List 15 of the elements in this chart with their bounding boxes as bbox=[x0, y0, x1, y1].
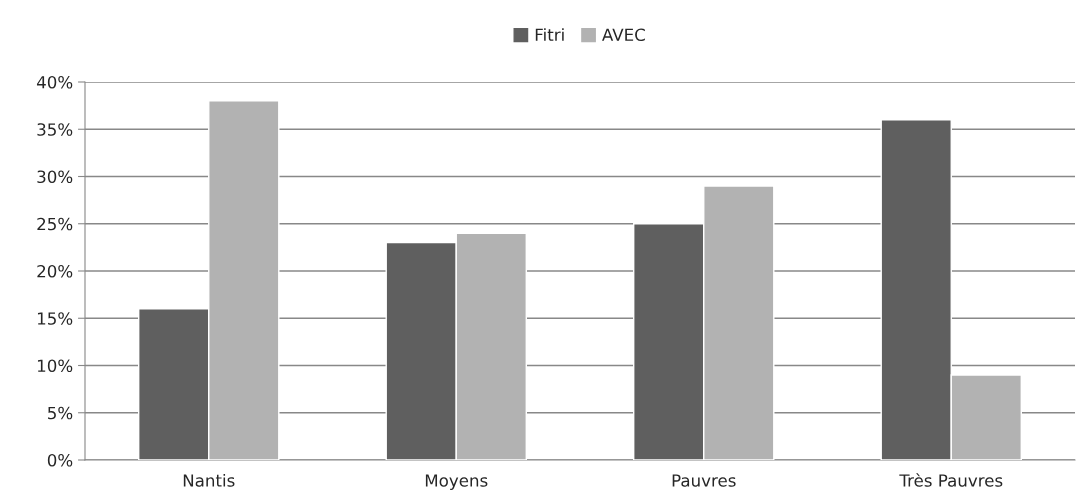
y-tick-label: 15% bbox=[37, 312, 73, 325]
x-tick-label: Nantis bbox=[183, 473, 235, 487]
y-tick-label: 25% bbox=[37, 217, 73, 231]
y-tick-label: 35% bbox=[37, 123, 73, 136]
y-tick-label: 0% bbox=[47, 453, 73, 467]
y-tick-label: 30% bbox=[37, 170, 73, 184]
y-tick-label: 10% bbox=[37, 359, 73, 373]
y-tick-label: 40% bbox=[36, 75, 73, 89]
y-tick-label: 5% bbox=[48, 406, 73, 420]
legend-label: Fitri bbox=[535, 28, 564, 41]
x-tick-label: Pauvres bbox=[672, 474, 736, 487]
x-tick-label: Très Pauvres bbox=[899, 473, 1003, 487]
legend-label: AVEC bbox=[602, 28, 645, 42]
y-tick-label: 20% bbox=[37, 264, 73, 278]
x-tick-label: Moyens bbox=[425, 474, 488, 491]
